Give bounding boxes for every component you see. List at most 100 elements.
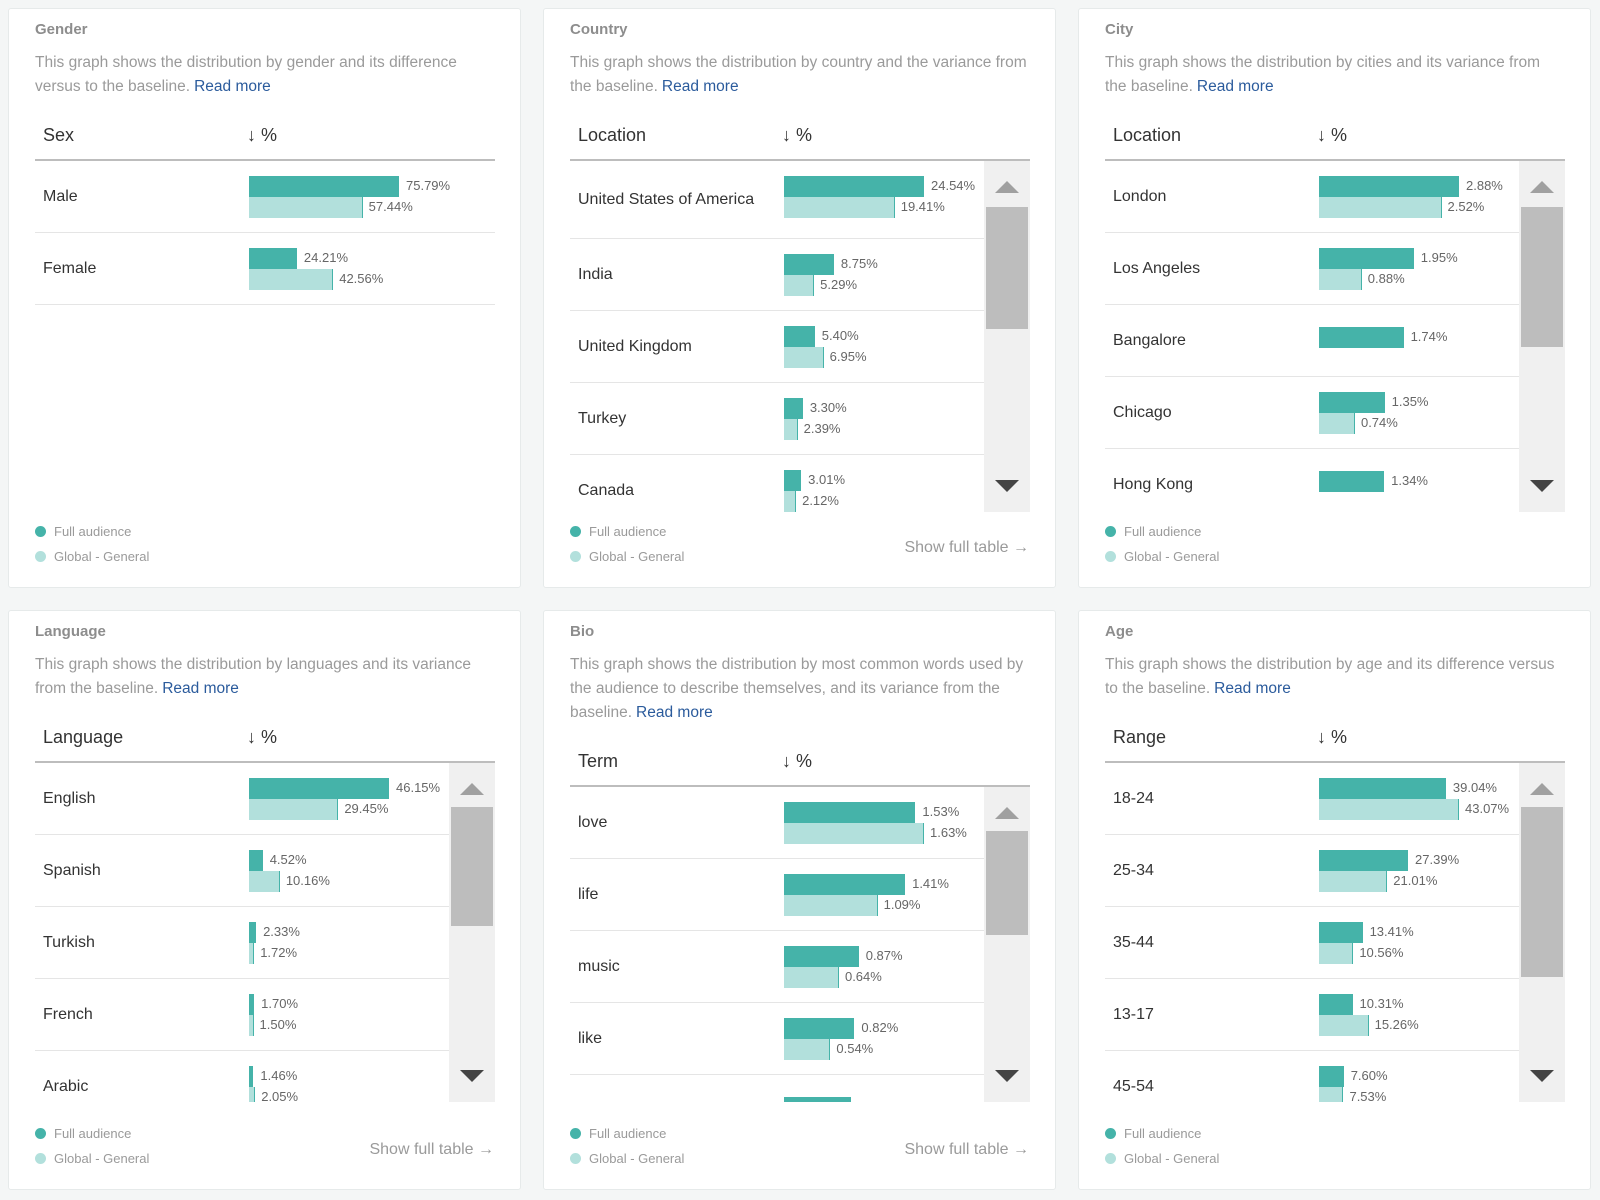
full-audience-bar: 7.60%	[1319, 1066, 1388, 1087]
column-header-label[interactable]: Location	[1113, 125, 1182, 145]
read-more-link[interactable]: Read more	[1196, 78, 1274, 95]
full-audience-bar: 46.15%	[249, 778, 440, 799]
card-title: Language	[35, 623, 106, 640]
light-teal-dot-icon	[1105, 551, 1116, 562]
read-more-link[interactable]: Read more	[661, 78, 739, 95]
scrollbar[interactable]	[984, 161, 1030, 512]
scroll-down-icon[interactable]	[1530, 480, 1554, 492]
global-general-value: 2.12%	[802, 493, 839, 508]
scrollbar-thumb[interactable]	[1521, 807, 1563, 977]
row-label: 18-24	[1113, 789, 1154, 807]
arrow-down-icon: ↓	[247, 727, 256, 747]
scrollbar-thumb[interactable]	[1521, 206, 1563, 348]
full-audience-bar: 1.41%	[784, 874, 949, 895]
column-header-percent[interactable]: ↓ %	[782, 125, 812, 146]
global-general-value: 1.72%	[260, 945, 298, 960]
description-text: This graph shows the distribution by cou…	[570, 54, 1027, 95]
global-general-value: 2.52%	[1447, 199, 1485, 214]
full-audience-bar: 0.87%	[784, 946, 903, 967]
scroll-up-icon[interactable]	[995, 181, 1019, 193]
read-more-link[interactable]: Read more	[636, 704, 713, 721]
column-header-percent[interactable]: ↓ %	[247, 727, 277, 748]
scrollbar-thumb[interactable]	[986, 831, 1028, 936]
row-label: life	[578, 885, 599, 903]
scroll-up-icon[interactable]	[1530, 783, 1554, 795]
scrollbar-thumb[interactable]	[451, 807, 493, 926]
global-general-bar: 0.88%	[1319, 269, 1405, 290]
row-label: United States of America	[578, 190, 755, 208]
scrollbar[interactable]	[984, 787, 1030, 1102]
column-header-percent[interactable]: ↓ %	[782, 751, 812, 772]
full-audience-bar: 75.79%	[249, 176, 450, 197]
legend-item-global: Global - General	[570, 1146, 684, 1171]
card-description: This graph shows the distribution by cit…	[1105, 51, 1564, 99]
card-bio: Bio This graph shows the distribution by…	[543, 610, 1056, 1190]
column-header-label[interactable]: Sex	[43, 125, 75, 145]
column-header-label[interactable]: Term	[578, 751, 618, 771]
legend: Full audience Global - General	[1105, 519, 1219, 569]
full-audience-bar: 27.39%	[1319, 850, 1459, 871]
read-more-link[interactable]: Read more	[1214, 680, 1291, 697]
full-audience-value: 75.79%	[406, 178, 451, 193]
full-audience-value: 7.60%	[1350, 1068, 1388, 1083]
column-header-percent[interactable]: ↓ %	[247, 125, 277, 146]
description-text: This graph shows the distribution by gen…	[35, 54, 457, 95]
scroll-down-icon[interactable]	[1530, 1070, 1554, 1082]
table-row: Turkish 2.33% 1.72%	[35, 907, 449, 979]
legend-item-full: Full audience	[570, 519, 684, 544]
column-header-percent[interactable]: ↓ %	[1317, 125, 1347, 146]
scrollbar-thumb[interactable]	[986, 206, 1028, 330]
global-general-value: 57.44%	[368, 199, 413, 214]
show-full-table-link[interactable]: Show full table →	[369, 1141, 494, 1159]
card-title: Age	[1105, 623, 1134, 640]
scroll-down-icon[interactable]	[460, 1070, 484, 1082]
light-teal-dot-icon	[570, 551, 581, 562]
scroll-up-icon[interactable]	[1530, 181, 1554, 193]
full-audience-bar: 1.46%	[249, 1066, 297, 1087]
table-body: 18-24 39.04% 43.07% 25-34 27.39% 21.01% …	[1105, 763, 1565, 1102]
full-audience-bar: 8.75%	[784, 254, 878, 275]
scrollbar[interactable]	[449, 763, 495, 1102]
column-header-label[interactable]: Location	[578, 125, 647, 145]
scroll-down-icon[interactable]	[995, 480, 1019, 492]
scroll-down-icon[interactable]	[995, 1070, 1019, 1082]
row-label: Male	[43, 187, 78, 205]
global-general-value: 43.07%	[1465, 801, 1510, 816]
data-table: Location ↓ % London 2.88% 2.52% Los Ange…	[1105, 113, 1565, 512]
scrollbar[interactable]	[1519, 763, 1565, 1102]
global-general-bar: 2.39%	[784, 419, 841, 440]
arrow-right-icon: →	[478, 1141, 494, 1158]
global-general-bar: 1.09%	[784, 895, 920, 916]
table-row: student 0.78%	[570, 1075, 984, 1102]
card-gender: Gender This graph shows the distribution…	[8, 8, 521, 588]
light-teal-dot-icon	[570, 1153, 581, 1164]
row-label: 13-17	[1113, 1005, 1154, 1023]
global-general-bar: 6.95%	[784, 347, 867, 368]
row-label: love	[578, 813, 608, 831]
read-more-link[interactable]: Read more	[194, 78, 271, 95]
row-label: English	[43, 789, 96, 807]
legend: Full audience Global - General	[35, 1121, 149, 1171]
global-general-bar: 1.72%	[249, 943, 297, 964]
column-header-percent[interactable]: ↓ %	[1317, 727, 1347, 748]
column-header-label[interactable]: Range	[1113, 727, 1167, 747]
show-full-table-link[interactable]: Show full table →	[904, 539, 1029, 557]
table-row: English 46.15% 29.45%	[35, 763, 449, 835]
global-general-value: 29.45%	[344, 801, 389, 816]
row-label: 35-44	[1113, 933, 1154, 951]
read-more-link[interactable]: Read more	[162, 680, 239, 697]
legend-label: Global - General	[54, 1151, 150, 1166]
legend-label: Full audience	[589, 524, 667, 539]
scroll-up-icon[interactable]	[995, 807, 1019, 819]
scrollbar[interactable]	[1519, 161, 1565, 512]
row-label: like	[578, 1029, 603, 1047]
full-audience-bar: 1.53%	[784, 802, 959, 823]
teal-dot-icon	[570, 526, 581, 537]
full-audience-value: 8.75%	[840, 256, 878, 271]
show-full-table-label: Show full table	[904, 539, 1009, 556]
description-text: This graph shows the distribution by lan…	[35, 656, 471, 697]
show-full-table-link[interactable]: Show full table →	[904, 1141, 1029, 1159]
table-row: Canada 3.01% 2.12%	[570, 455, 984, 512]
column-header-label[interactable]: Language	[43, 727, 124, 747]
scroll-up-icon[interactable]	[460, 783, 484, 795]
